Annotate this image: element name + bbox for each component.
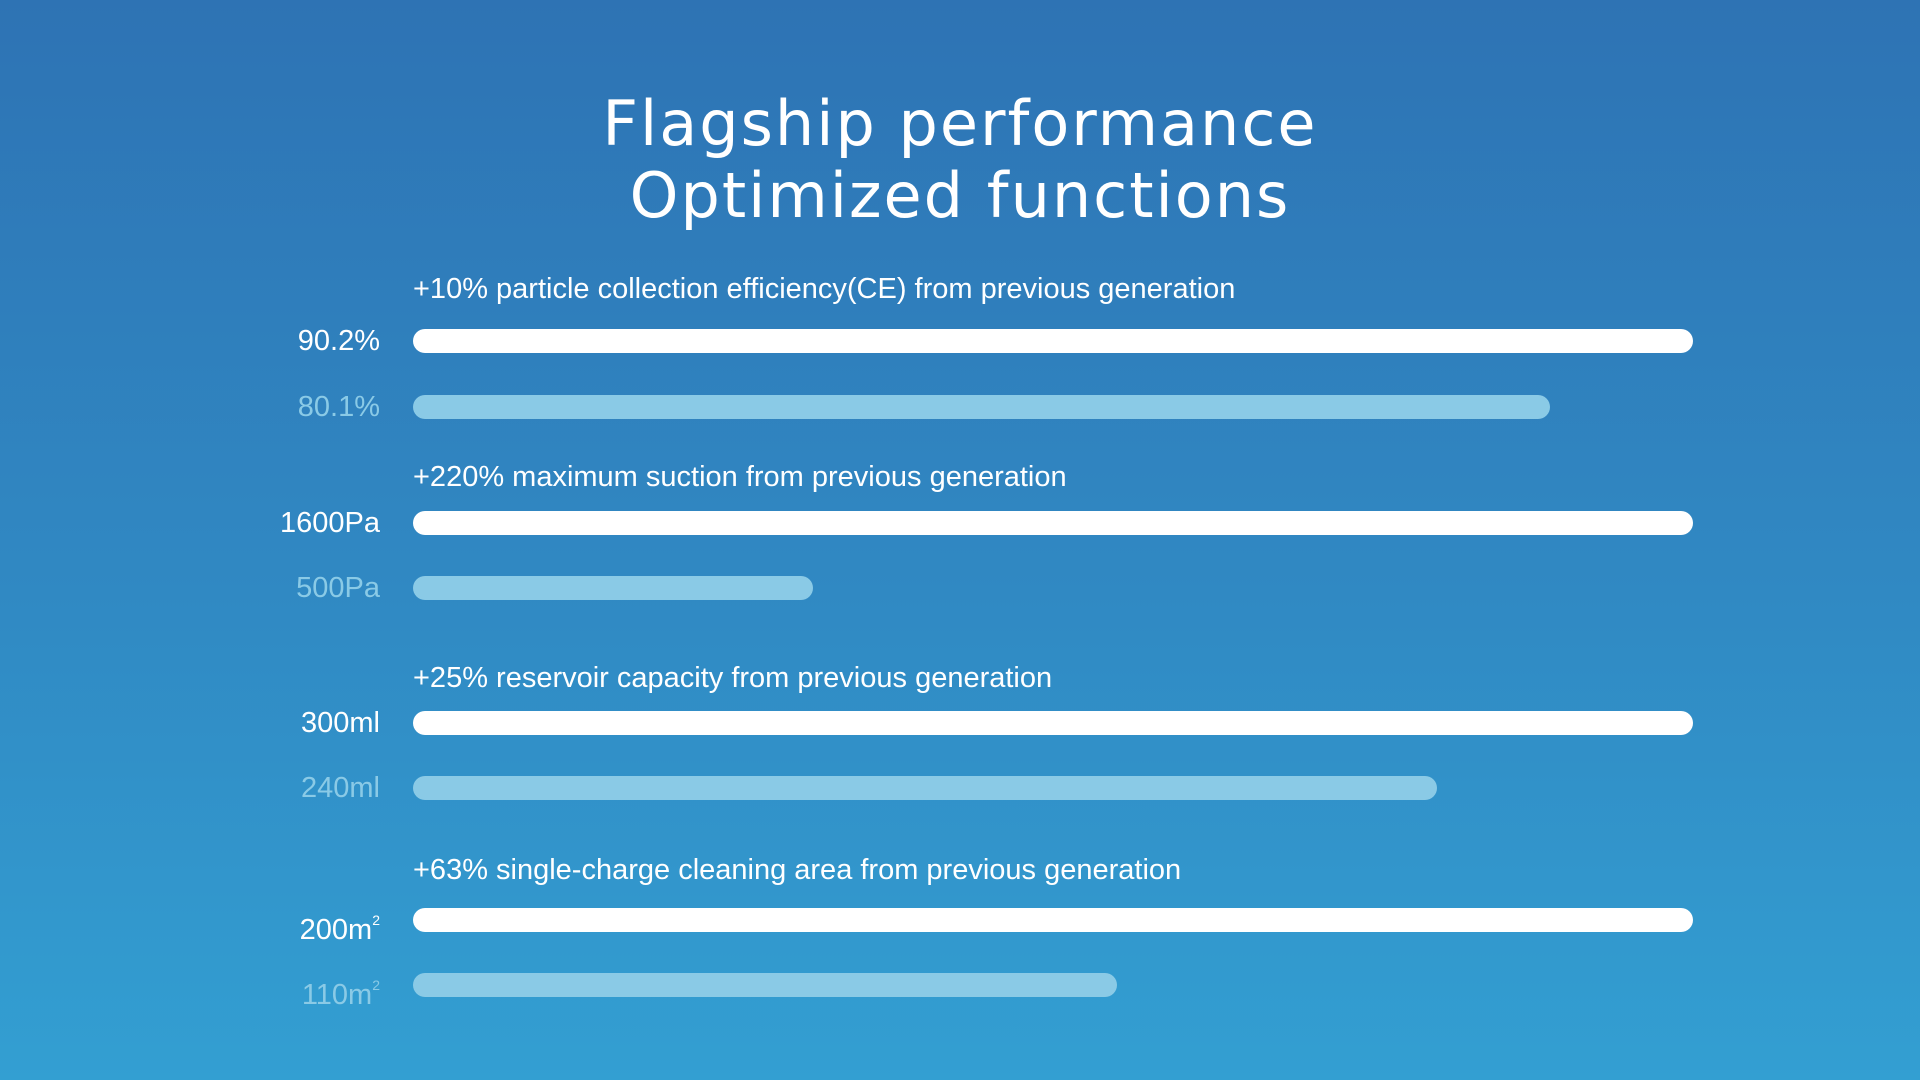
value-label-previous-4: 110m2 (301, 977, 380, 1011)
bar-current-2 (413, 511, 1693, 535)
value-label-current-2: 1600Pa (280, 507, 380, 539)
bar-previous-2 (413, 576, 813, 600)
value-label-current-4: 200m2 (299, 912, 380, 946)
bar-current-3 (413, 711, 1693, 735)
value-label-previous-3: 240ml (301, 772, 380, 804)
page-title-line-1: Flagship performance (602, 87, 1318, 160)
group-caption-4: +63% single-charge cleaning area from pr… (413, 854, 1182, 886)
value-label-current-3: 300ml (301, 707, 380, 739)
group-caption-3: +25% reservoir capacity from previous ge… (413, 662, 1053, 694)
value-label-previous-1: 80.1% (297, 391, 380, 423)
group-caption-2: +220% maximum suction from previous gene… (413, 461, 1067, 493)
bar-previous-4 (413, 973, 1117, 997)
bar-previous-1 (413, 395, 1550, 419)
bar-current-1 (413, 329, 1693, 353)
value-label-current-1: 90.2% (297, 325, 380, 357)
bar-current-4 (413, 908, 1693, 932)
value-label-previous-2: 500Pa (296, 572, 380, 604)
group-caption-1: +10% particle collection efficiency(CE) … (413, 273, 1236, 305)
page-title-line-2: Optimized functions (629, 159, 1291, 232)
bar-previous-3 (413, 776, 1437, 800)
